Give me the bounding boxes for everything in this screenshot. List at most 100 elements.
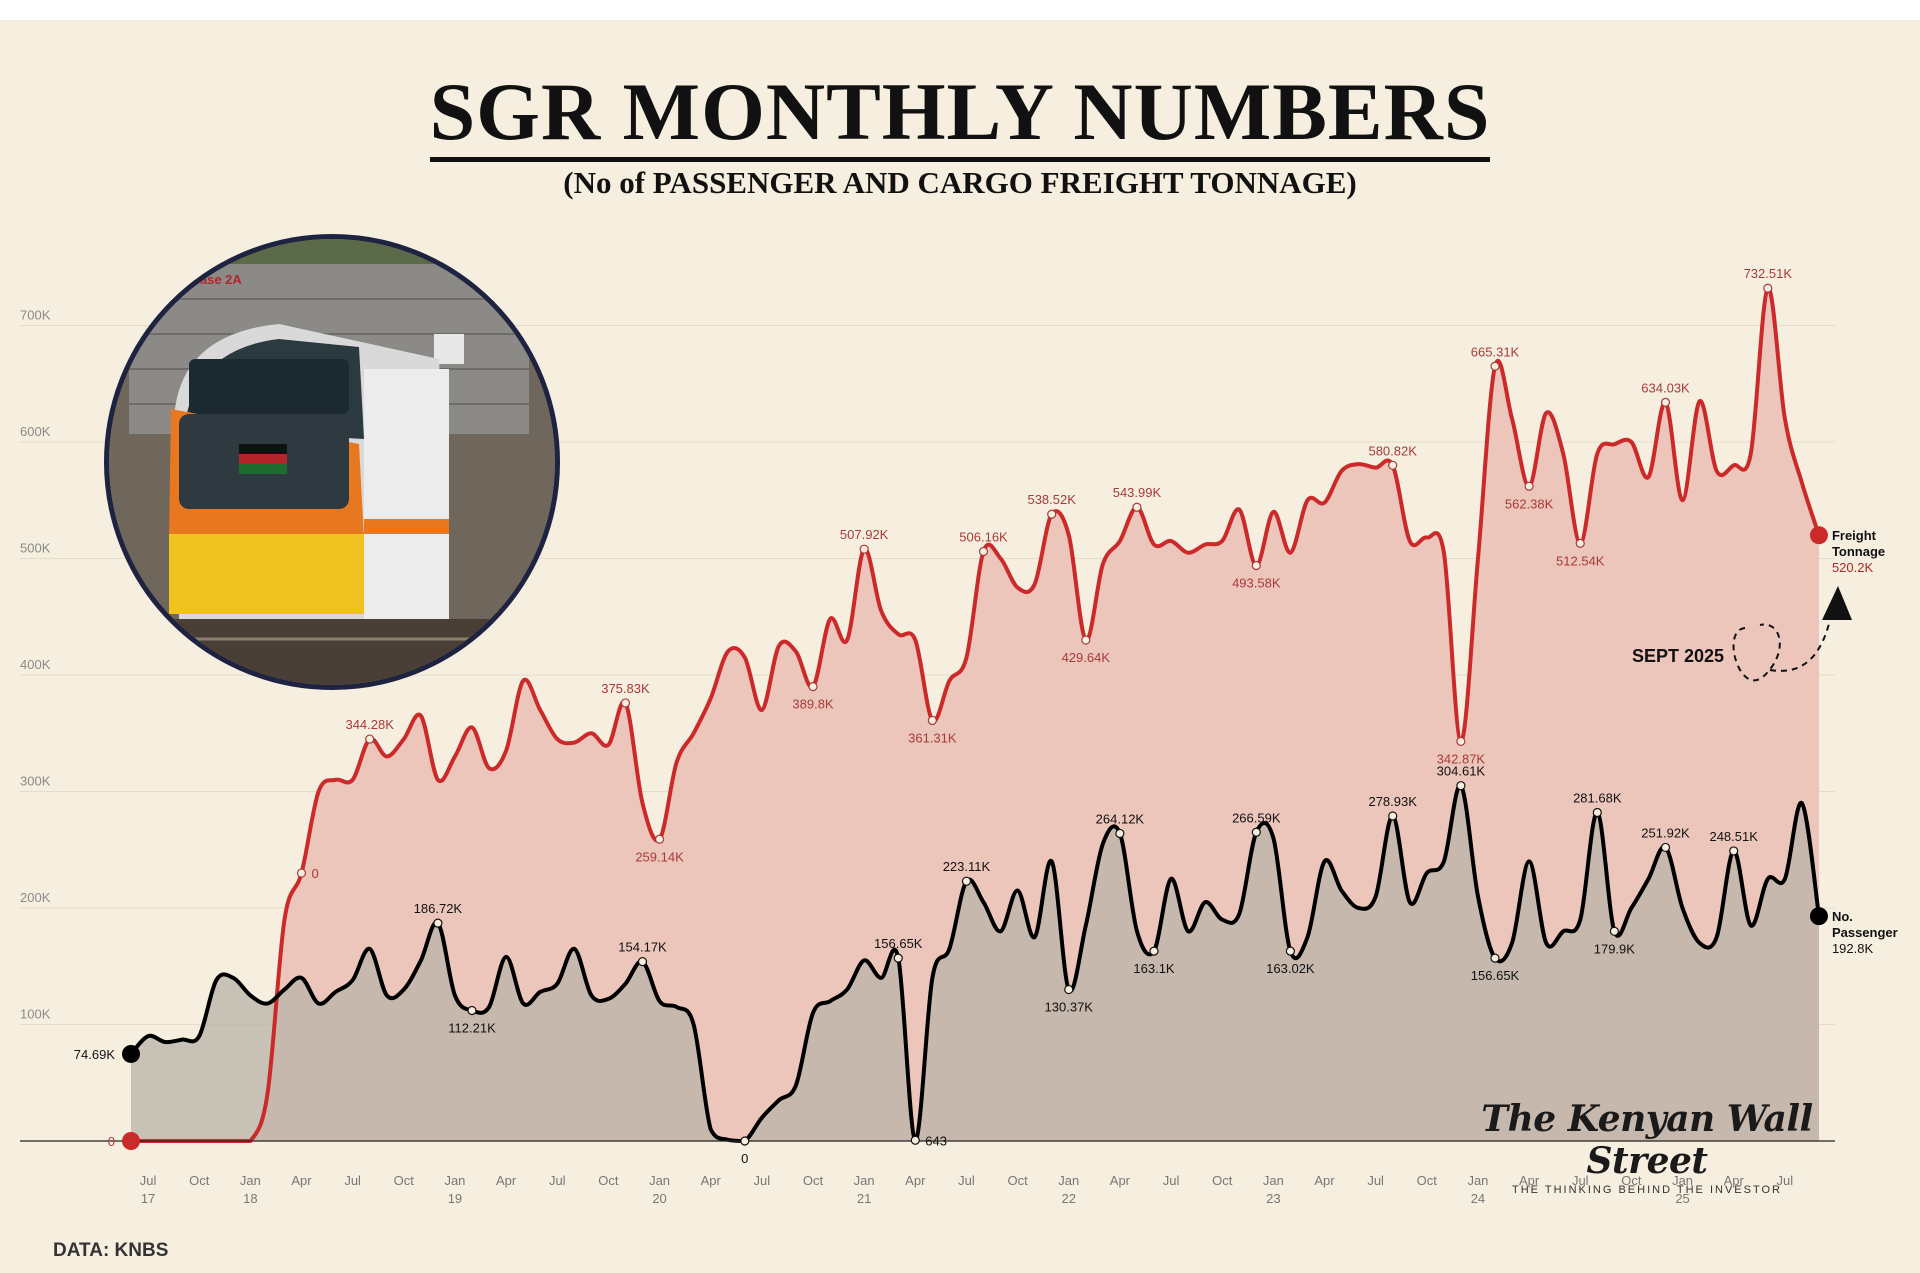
x-tick-year: 21 [857,1191,871,1206]
passenger-label-marker [961,876,972,886]
x-tick-month: Jul [1163,1173,1180,1188]
passenger-value-label: 304.61K [1437,764,1486,779]
passenger-value-label: 179.9K [1594,941,1636,956]
passenger-value-label: 0 [741,1151,748,1166]
x-tick-year: 17 [141,1191,155,1206]
freight-value-label: 0 [108,1134,115,1149]
freight-label-marker [1490,361,1500,371]
x-tick-month: Oct [394,1173,415,1188]
freight-label-marker [859,544,869,554]
annotation-text: SEPT 2025 [1632,646,1724,666]
passenger-start-dot [122,1044,140,1063]
freight-label-marker [1763,283,1773,293]
passenger-value-label: 163.02K [1266,961,1315,976]
passenger-label-marker [1115,828,1125,839]
freight-value-label: 732.51K [1744,266,1793,281]
sgr-train-photo: phase 2A [104,234,560,690]
freight-value-label: 429.64K [1062,650,1111,665]
passenger-value-label: 130.37K [1045,1000,1094,1015]
series-areas [131,287,1819,1141]
y-tick-label: 300K [20,774,51,789]
freight-value-label: 580.82K [1368,443,1417,458]
passenger-series-name: Passenger [1832,925,1898,940]
passenger-label-marker [1388,811,1398,821]
passenger-value-label: 186.72K [414,901,463,916]
x-tick-year: 25 [1675,1191,1689,1206]
freight-end-value: 520.2K [1832,560,1874,575]
x-tick-month: Jul [958,1173,975,1188]
x-tick-month: Oct [1007,1173,1028,1188]
x-tick-month: Jan [854,1173,875,1188]
x-tick-year: 22 [1062,1191,1076,1206]
x-tick-year: 18 [243,1191,257,1206]
y-tick-label: 400K [20,657,51,672]
freight-series-name: Tonnage [1832,544,1885,559]
x-tick-month: Jan [649,1173,670,1188]
freight-label-marker [927,715,937,726]
freight-label-marker [365,734,375,744]
freight-value-label: 0 [312,866,319,881]
freight-label-marker [1251,560,1261,571]
y-tick-label: 200K [20,890,51,905]
x-tick-month: Jul [754,1173,771,1188]
freight-value-label: 259.14K [635,849,684,864]
passenger-value-label: 266.59K [1232,810,1281,825]
freight-label-marker [654,834,665,844]
passenger-value-label: 278.93K [1368,794,1417,809]
x-tick-month: Jan [1058,1173,1079,1188]
freight-line [130,286,1821,1143]
freight-end-dot [1809,526,1828,545]
passenger-label-marker [1729,846,1739,856]
annotation-loop [1732,623,1781,682]
freight-value-label: 512.54K [1556,553,1605,568]
freight-value-label: 361.31K [908,730,957,745]
freight-label-marker [1456,736,1466,747]
passenger-value-label: 281.68K [1573,790,1622,805]
passenger-value-label: 156.65K [874,936,923,951]
y-tick-label: 100K [20,1007,51,1022]
chart-title-text: SGR MONTHLY NUMBERS [429,66,1491,162]
freight-label-marker [1524,481,1534,491]
y-axis-labels: 100K 200K 300K 400K 500K 600K 700K [20,308,51,1022]
x-tick-month: Jul [1572,1173,1589,1188]
x-tick-year: 23 [1266,1191,1280,1206]
freight-label-marker [1575,538,1585,548]
freight-value-label: 507.92K [840,527,889,542]
passenger-value-label: 156.65K [1471,968,1520,983]
passenger-value-label: 154.17K [618,940,667,955]
passenger-label-marker [1609,926,1619,936]
freight-label-marker [978,546,989,557]
x-tick-month: Apr [701,1173,722,1188]
passenger-value-label: 251.92K [1641,825,1690,840]
x-tick-month: Apr [1314,1173,1335,1188]
freight-value-label: 665.31K [1471,344,1520,359]
passenger-value-label: 223.11K [943,859,991,874]
x-tick-month: Jan [1467,1173,1488,1188]
annotation-arrow-head [1822,586,1852,620]
freight-label-marker [1081,635,1091,645]
x-tick-month: Jan [444,1173,465,1188]
passenger-label-marker [1490,953,1500,963]
x-tick-year: 19 [448,1191,462,1206]
train-illustration: phase 2A [109,239,555,685]
x-tick-month: Jan [1263,1173,1284,1188]
passenger-label-marker [893,953,903,963]
passenger-label-marker [910,1135,920,1145]
x-tick-month: Jan [240,1173,261,1188]
passenger-label-marker [740,1136,750,1146]
freight-value-label: 375.83K [601,681,650,696]
brand-name: The Kenyan Wall Street [1481,1098,1813,1182]
chart-canvas: 100K 200K 300K 400K 500K 600K 700K Jul 17 Oct Jan… [0,20,1920,1273]
x-tick-month: Jul [344,1173,361,1188]
passenger-label-marker [1149,946,1159,956]
passenger-value-label: 112.21K [448,1021,496,1036]
freight-label-marker [1047,509,1057,519]
x-tick-month: Oct [1417,1173,1438,1188]
value-labels: 0 0 344.28K 375.83K 259.14K 389.8K 507.92K 361.… [74,266,1793,1166]
x-tick-month: Apr [496,1173,517,1188]
x-tick-month: Jul [140,1173,157,1188]
passenger-label-marker [433,918,443,928]
passenger-value-label: 248.51K [1709,829,1758,844]
freight-label-marker [1660,397,1671,407]
